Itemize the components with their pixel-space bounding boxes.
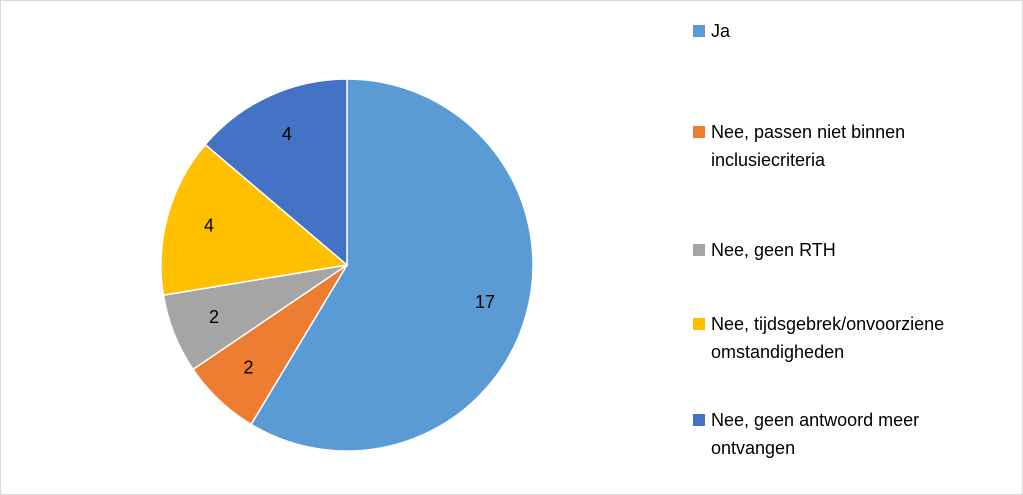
data-label: 17 — [475, 292, 495, 312]
data-label: 2 — [243, 358, 253, 378]
legend-label: Ja — [711, 21, 731, 41]
legend-label: Nee, tijdsgebrek/onvoorziene omstandighe… — [711, 314, 945, 362]
legend-item: Nee, geen RTH — [693, 236, 983, 264]
legend-swatch — [693, 414, 705, 426]
pie-slice — [250, 78, 534, 452]
legend-item: Ja — [693, 17, 983, 45]
legend-label: Nee, geen antwoord meer ontvangen — [711, 410, 920, 458]
legend-swatch — [693, 318, 705, 330]
legend-label: Nee, passen niet binnen inclusiecriteria — [711, 122, 906, 170]
legend-item: Nee, passen niet binnen inclusiecriteria — [693, 118, 983, 174]
data-label: 4 — [282, 124, 292, 144]
data-label: 4 — [204, 215, 214, 235]
data-label: 2 — [209, 307, 219, 327]
legend-swatch — [693, 25, 705, 37]
legend-item: Nee, tijdsgebrek/onvoorziene omstandighe… — [693, 310, 983, 366]
legend-swatch — [693, 244, 705, 256]
legend-swatch — [693, 126, 705, 138]
legend-label: Nee, geen RTH — [711, 240, 836, 260]
pie-slice — [204, 78, 348, 267]
legend-item: Nee, geen antwoord meer ontvangen — [693, 406, 983, 462]
pie-slice — [160, 143, 349, 296]
